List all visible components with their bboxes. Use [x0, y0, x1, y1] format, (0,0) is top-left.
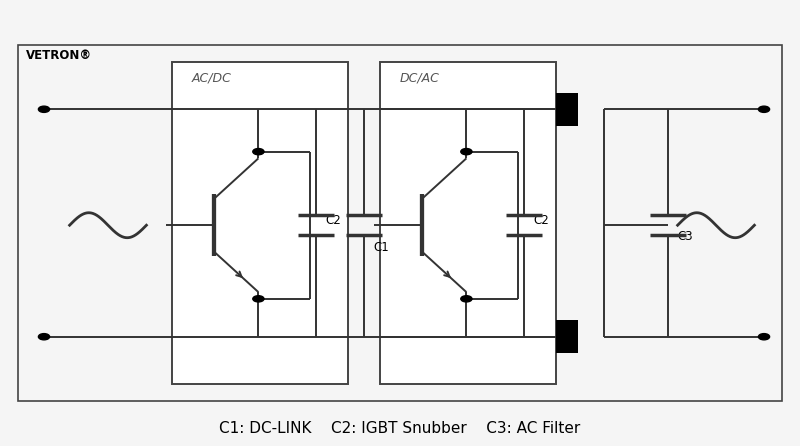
Circle shape — [38, 334, 50, 340]
Bar — [172, 62, 348, 384]
Text: C2: C2 — [534, 214, 550, 227]
Bar — [18, 45, 782, 401]
Circle shape — [461, 149, 472, 155]
Text: VETRON®: VETRON® — [26, 49, 92, 62]
Text: C1: DC-LINK    C2: IGBT Snubber    C3: AC Filter: C1: DC-LINK C2: IGBT Snubber C3: AC Filt… — [219, 421, 581, 436]
Circle shape — [38, 106, 50, 112]
Bar — [556, 93, 578, 126]
Circle shape — [461, 296, 472, 302]
Circle shape — [758, 334, 770, 340]
Text: DC/AC: DC/AC — [400, 71, 440, 84]
Bar — [380, 62, 556, 384]
Circle shape — [758, 106, 770, 112]
Bar — [556, 320, 578, 353]
Text: C2: C2 — [326, 214, 342, 227]
Circle shape — [253, 296, 264, 302]
Text: C3: C3 — [678, 230, 694, 243]
Text: C1: C1 — [374, 241, 390, 254]
Text: AC/DC: AC/DC — [192, 71, 232, 84]
Circle shape — [253, 149, 264, 155]
